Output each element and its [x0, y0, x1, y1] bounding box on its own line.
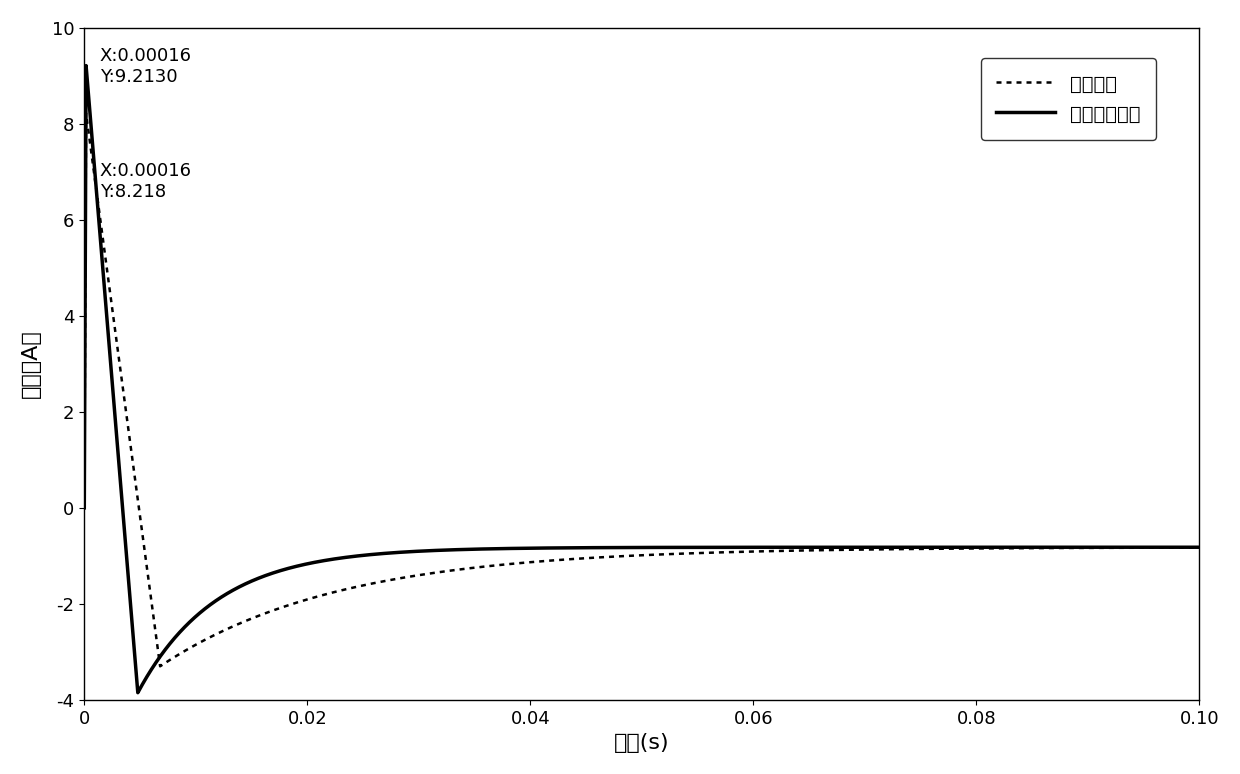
- 粒子算法优化: [904, 543, 919, 552]
- 未加优化: [345, 583, 360, 592]
- 未加优化: [153, 662, 167, 671]
- 粒子算法优化: [77, 503, 92, 512]
- 粒子算法优化: [130, 688, 145, 697]
- 粒子算法优化: [345, 552, 360, 561]
- Legend: 未加优化, 粒子算法优化: 未加优化, 粒子算法优化: [981, 58, 1156, 139]
- 粒子算法优化: [1192, 543, 1207, 552]
- 未加优化: [153, 662, 167, 671]
- 未加优化: [503, 559, 518, 568]
- 粒子算法优化: [749, 543, 764, 552]
- 粒子算法优化: [78, 61, 93, 70]
- X-axis label: 时间(s): 时间(s): [614, 733, 670, 753]
- Y-axis label: 电流（A）: 电流（A）: [21, 330, 41, 399]
- 粒子算法优化: [153, 652, 167, 661]
- 未加优化: [77, 503, 92, 512]
- 粒子算法优化: [682, 543, 697, 552]
- Text: X:0.00016
Y:8.218: X:0.00016 Y:8.218: [100, 163, 192, 201]
- Text: X:0.00016
Y:9.2130: X:0.00016 Y:9.2130: [100, 47, 192, 86]
- Line: 未加优化: 未加优化: [84, 113, 1199, 666]
- 未加优化: [749, 546, 764, 556]
- Line: 粒子算法优化: 粒子算法优化: [84, 66, 1199, 693]
- 未加优化: [1192, 543, 1207, 552]
- 未加优化: [904, 544, 919, 553]
- 未加优化: [682, 549, 697, 558]
- 未加优化: [78, 108, 93, 118]
- 粒子算法优化: [503, 544, 518, 553]
